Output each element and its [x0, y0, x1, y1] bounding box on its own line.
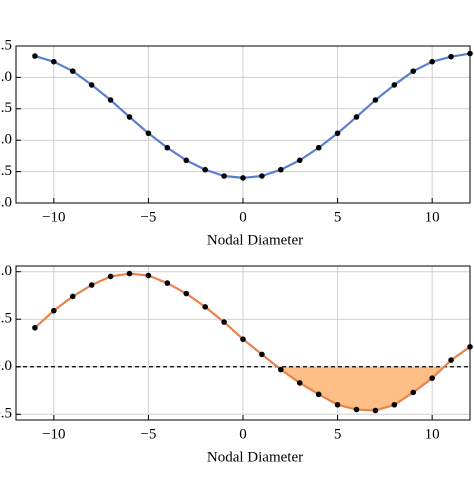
x-tick-label: 10 [425, 209, 440, 225]
data-point [278, 366, 284, 373]
x-tick-label: −10 [42, 426, 65, 442]
data-point [334, 401, 341, 408]
data-point [410, 389, 417, 396]
data-point [315, 391, 322, 398]
y-tick-label: 2.0 [0, 69, 12, 85]
data-point [391, 82, 398, 88]
data-point [107, 97, 114, 103]
data-point [240, 175, 246, 181]
axes-frame [15, 45, 471, 204]
series-line [34, 52, 471, 179]
x-tick-label: 5 [334, 426, 342, 442]
data-point [296, 380, 303, 386]
data-point [88, 282, 95, 288]
data-point [164, 144, 171, 151]
data-point [69, 293, 76, 300]
data-point [429, 375, 435, 381]
y-tick-label: −0.5 [0, 406, 12, 422]
data-point [372, 407, 379, 414]
x-tick-label: 0 [239, 209, 247, 225]
x-tick-label: −5 [140, 209, 156, 225]
data-point [88, 82, 95, 88]
axes-frame [15, 265, 471, 421]
data-point [202, 304, 208, 310]
y-tick-label: 1.0 [0, 263, 12, 279]
x-tick-label: 0 [239, 426, 247, 442]
data-point [183, 157, 190, 164]
data-point [202, 166, 208, 173]
data-point [296, 157, 303, 164]
x-axis-label: Nodal Diameter [207, 232, 303, 248]
x-axis-label: Nodal Diameter [207, 449, 303, 465]
data-point [410, 68, 417, 74]
y-tick-label: 0.0 [0, 194, 12, 210]
data-point [69, 68, 76, 74]
data-point [126, 270, 133, 277]
negative-fill [277, 366, 445, 411]
y-tick-label: 0.0 [0, 358, 12, 374]
data-point [259, 173, 265, 179]
series-line [34, 272, 471, 412]
data-point [51, 58, 57, 65]
data-point [353, 406, 360, 413]
data-point [51, 307, 57, 314]
data-point [221, 319, 227, 325]
data-point [448, 357, 454, 363]
data-point [315, 144, 322, 151]
data-point [391, 401, 398, 408]
data-point [278, 166, 284, 173]
x-tick-label: 5 [334, 209, 342, 225]
data-point [240, 336, 246, 342]
data-point [259, 351, 265, 358]
data-point [353, 114, 360, 120]
y-tick-label: 2.5 [0, 37, 12, 53]
data-point [107, 273, 114, 280]
data-point [334, 130, 341, 137]
data-point [32, 53, 38, 59]
data-point [221, 173, 227, 179]
data-point [32, 324, 38, 331]
data-point [126, 114, 133, 120]
data-point [429, 58, 435, 65]
data-point [372, 97, 379, 103]
data-point [164, 280, 171, 286]
data-point [448, 53, 454, 60]
data-point [183, 290, 190, 297]
x-tick-label: 10 [425, 426, 440, 442]
y-tick-label: 0.5 [0, 163, 12, 179]
x-tick-label: −10 [42, 209, 65, 225]
data-point [145, 272, 152, 279]
x-tick-label: −5 [140, 426, 156, 442]
y-tick-label: 0.5 [0, 311, 12, 327]
y-tick-label: 1.0 [0, 132, 12, 148]
y-tick-label: 1.5 [0, 100, 12, 116]
data-point [145, 130, 152, 137]
